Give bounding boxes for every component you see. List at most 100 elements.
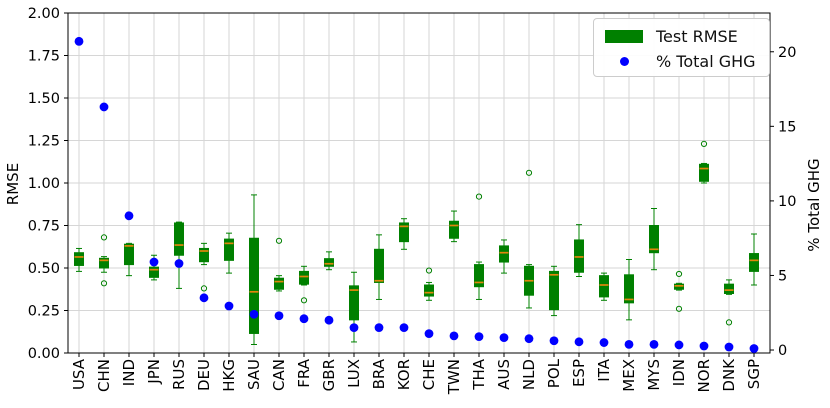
box-CAN <box>274 277 284 290</box>
x-tick-label-SAU: SAU <box>245 359 263 390</box>
x-tick-label-DNK: DNK <box>720 358 738 392</box>
flier-CAN <box>275 237 283 244</box>
box-JPN <box>149 266 159 278</box>
box-LUX <box>349 285 359 321</box>
flier-DNK <box>725 319 733 326</box>
x-tick-label-TWN: TWN <box>445 359 463 395</box>
ghg-dot-JPN <box>149 257 159 267</box>
box-DEU <box>199 247 209 263</box>
ghg-dot-SAU <box>249 309 259 319</box>
x-tick-label-POL: POL <box>545 358 563 388</box>
ghg-dot-swatch-icon <box>619 57 629 66</box>
left-tick-label: 1.50 <box>28 91 60 107</box>
ghg-dot-LUX <box>349 323 359 333</box>
left-tick-label: 0.00 <box>28 346 60 362</box>
left-tick-label: 0.75 <box>28 219 60 235</box>
box-DNK <box>724 283 734 294</box>
box-ITA <box>599 275 609 298</box>
flier-DEU <box>200 285 208 292</box>
x-tick-label-ESP: ESP <box>570 359 588 387</box>
x-tick-label-NOR: NOR <box>695 359 713 392</box>
ghg-dot-DNK <box>724 342 734 352</box>
x-tick-label-SGP: SGP <box>745 359 763 389</box>
x-tick-label-DEU: DEU <box>195 359 213 391</box>
box-TWN <box>449 220 459 239</box>
box-IND <box>124 243 134 266</box>
ghg-dot-CHE <box>424 329 434 339</box>
box-NOR <box>699 163 709 182</box>
right-tick-label: 10 <box>778 194 796 210</box>
x-tick-label-HKG: HKG <box>220 359 238 392</box>
ghg-dot-KOR <box>399 323 409 333</box>
ghg-dot-MEX <box>624 339 634 349</box>
ghg-dot-GBR <box>324 315 334 325</box>
box-RUS <box>174 222 184 256</box>
left-tick-label: 1.00 <box>28 176 60 192</box>
box-BRA <box>374 248 384 283</box>
x-tick-label-CHE: CHE <box>420 359 438 390</box>
ghg-dot-CAN <box>274 311 284 321</box>
x-tick-label-NLD: NLD <box>520 359 538 390</box>
left-tick-label: 0.50 <box>28 261 60 277</box>
left-axis-label: RMSE <box>4 162 22 206</box>
flier-IDN <box>675 270 683 278</box>
box-MYS <box>649 225 659 254</box>
right-tick-label: 15 <box>778 119 796 135</box>
x-tick-label-MYS: MYS <box>645 359 663 391</box>
x-tick-label-CAN: CAN <box>270 359 288 391</box>
flier-FRA <box>300 297 308 304</box>
x-tick-label-BRA: BRA <box>370 358 388 389</box>
box-KOR <box>399 222 409 243</box>
x-tick-label-CHN: CHN <box>95 359 113 392</box>
x-tick-label-LUX: LUX <box>345 359 363 388</box>
ghg-dot-POL <box>549 336 559 346</box>
x-tick-label-IDN: IDN <box>670 359 688 386</box>
flier-THA <box>475 193 483 200</box>
left-tick-label: 2.00 <box>28 6 60 22</box>
legend-item-ghg: % Total GHG <box>604 49 761 74</box>
legend-item-test-rmse: Test RMSE <box>604 24 761 49</box>
box-FRA <box>299 270 309 285</box>
ghg-dot-NOR <box>699 341 709 351</box>
ghg-dot-USA <box>74 36 84 46</box>
x-tick-label-IND: IND <box>120 359 138 386</box>
box-CHN <box>99 257 109 269</box>
ghg-dot-IDN <box>674 340 684 350</box>
ghg-dot-ITA <box>599 338 609 347</box>
right-tick-label: 5 <box>778 268 787 284</box>
ghg-dot-BRA <box>374 323 384 333</box>
x-tick-label-MEX: MEX <box>620 359 638 392</box>
ghg-dot-IND <box>124 211 134 221</box>
box-POL <box>549 270 559 311</box>
legend: Test RMSE % Total GHG <box>593 18 770 77</box>
x-tick-label-GBR: GBR <box>320 359 338 391</box>
ghg-dot-THA <box>474 332 484 341</box>
ghg-dot-AUS <box>499 333 509 343</box>
ghg-dot-ESP <box>574 337 584 347</box>
x-tick-label-ITA: ITA <box>595 358 613 381</box>
box-CHE <box>424 284 434 297</box>
box-GBR <box>324 258 334 267</box>
x-tick-label-USA: USA <box>70 358 88 390</box>
box-HKG <box>224 238 234 261</box>
ghg-dot-DEU <box>199 293 209 303</box>
x-tick-label-THA: THA <box>470 358 488 390</box>
box-AUS <box>499 245 509 263</box>
flier-CHN <box>100 234 108 241</box>
flier-CHN <box>100 280 108 287</box>
x-tick-label-RUS: RUS <box>170 359 188 390</box>
ghg-dot-TWN <box>449 331 459 341</box>
ghg-dot-NLD <box>524 334 534 344</box>
flier-IDN <box>675 305 683 312</box>
legend-label-test-rmse: Test RMSE <box>656 27 738 46</box>
right-axis-label: % Total GHG <box>805 158 823 252</box>
box-SGP <box>749 253 759 272</box>
legend-label-ghg: % Total GHG <box>656 52 756 71</box>
box-SAU <box>249 237 259 334</box>
x-tick-label-JPN: JPN <box>145 359 163 385</box>
flier-NLD <box>525 169 533 176</box>
box-USA <box>74 252 84 266</box>
x-tick-label-FRA: FRA <box>295 358 313 387</box>
ghg-dot-RUS <box>174 259 184 268</box>
